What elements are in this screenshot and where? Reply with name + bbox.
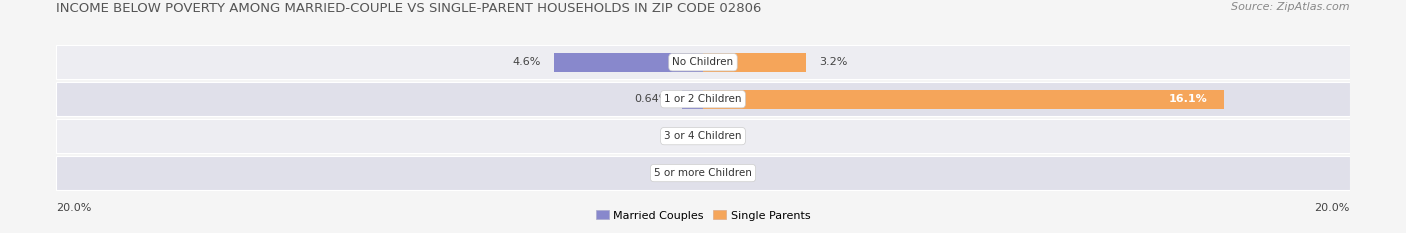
Text: 0.64%: 0.64% xyxy=(634,94,669,104)
Text: 0.0%: 0.0% xyxy=(662,131,690,141)
Text: 20.0%: 20.0% xyxy=(56,203,91,213)
Bar xyxy=(56,45,1350,79)
Text: 20.0%: 20.0% xyxy=(1315,203,1350,213)
Text: No Children: No Children xyxy=(672,57,734,67)
Text: 1 or 2 Children: 1 or 2 Children xyxy=(664,94,742,104)
Text: 4.6%: 4.6% xyxy=(513,57,541,67)
Bar xyxy=(56,45,1350,79)
Bar xyxy=(56,119,1350,153)
Bar xyxy=(703,53,807,72)
Legend: Married Couples, Single Parents: Married Couples, Single Parents xyxy=(592,206,814,225)
Text: 3.2%: 3.2% xyxy=(820,57,848,67)
Bar xyxy=(56,156,1350,190)
Text: 0.0%: 0.0% xyxy=(662,168,690,178)
Bar xyxy=(682,90,703,109)
Text: 5 or more Children: 5 or more Children xyxy=(654,168,752,178)
Text: INCOME BELOW POVERTY AMONG MARRIED-COUPLE VS SINGLE-PARENT HOUSEHOLDS IN ZIP COD: INCOME BELOW POVERTY AMONG MARRIED-COUPL… xyxy=(56,2,762,15)
Bar xyxy=(554,53,703,72)
Bar xyxy=(56,119,1350,153)
Bar xyxy=(56,156,1350,190)
Text: 3 or 4 Children: 3 or 4 Children xyxy=(664,131,742,141)
Text: 16.1%: 16.1% xyxy=(1168,94,1208,104)
Text: 0.0%: 0.0% xyxy=(716,131,744,141)
Text: 0.0%: 0.0% xyxy=(716,168,744,178)
Bar xyxy=(703,90,1223,109)
Bar xyxy=(56,82,1350,116)
Bar xyxy=(56,82,1350,116)
Text: Source: ZipAtlas.com: Source: ZipAtlas.com xyxy=(1232,2,1350,12)
